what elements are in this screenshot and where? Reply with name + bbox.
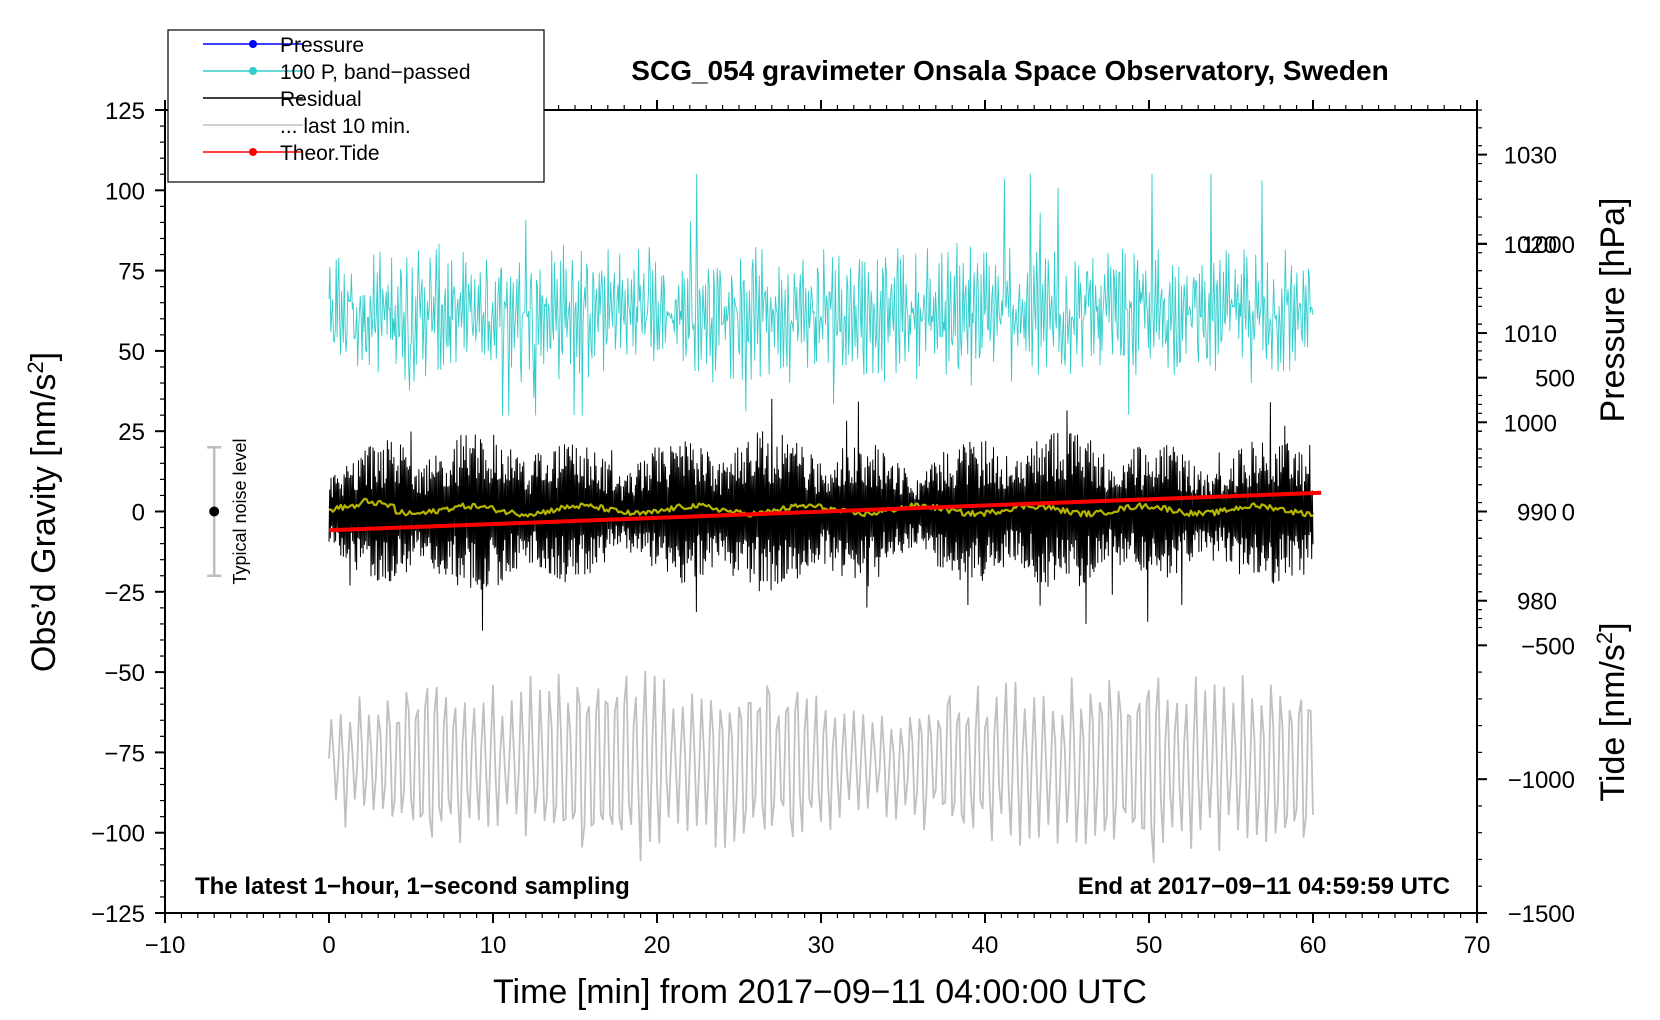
y-pressure-tick-label: 1030 [1504, 143, 1557, 170]
x-tick-label: 30 [808, 932, 835, 959]
y-tide-axis-title: Tide [nm/s2] [1592, 622, 1632, 801]
y-left-axis-title-main: Obs’d Gravity [nm/s [25, 374, 63, 673]
x-tick-label: 50 [1136, 932, 1163, 959]
y-left-tick-label: −125 [91, 901, 145, 928]
legend: Pressure 100 P, band−passed Residual ... la… [167, 29, 545, 183]
x-tick-label: 70 [1464, 932, 1491, 959]
y-left-tick-label: 50 [118, 339, 145, 366]
y-left-tick-label: 125 [105, 98, 145, 125]
legend-marker [249, 67, 257, 75]
chart-title: SCG_054 gravimeter Onsala Space Observat… [631, 55, 1388, 86]
y-left-tick-label: 75 [118, 259, 145, 286]
y-tide-tick-label: −1500 [1508, 901, 1575, 928]
y-tide-tick-label: −500 [1521, 633, 1575, 660]
y-tide-tick-label: 1000 [1522, 232, 1575, 259]
y-tide-axis-title-sup: 2 [1592, 632, 1617, 644]
x-tick-label: −10 [145, 932, 186, 959]
legend-marker [249, 148, 257, 156]
y-pressure-tick-label: 980 [1517, 589, 1557, 616]
y-left-tick-label: 100 [105, 178, 145, 205]
legend-label: Pressure [280, 34, 364, 57]
y-tide-tick-label: −1000 [1508, 767, 1575, 794]
legend-label: ... last 10 min. [280, 115, 411, 138]
series-group [328, 173, 1322, 863]
y-left-axis-title: Obs’d Gravity [nm/s2] [23, 352, 63, 672]
y-pressure-tick-label: 1010 [1504, 321, 1557, 348]
series-last-10-min [328, 670, 1314, 863]
y-left-tick-label: −75 [104, 740, 145, 767]
y-pressure-tick-label: 1020 [1504, 232, 1557, 259]
y-left-tick-label: −100 [91, 821, 145, 848]
minor-ticks [160, 105, 1482, 918]
y-tide-tick-label: 500 [1535, 366, 1575, 393]
series-100-p-band-passed [328, 173, 1314, 416]
legend-label: 100 P, band−passed [280, 61, 471, 84]
y-pressure-tick-label: 1000 [1504, 410, 1557, 437]
y-left-axis-title-sup: 2 [23, 361, 48, 373]
x-tick-label: 40 [972, 932, 999, 959]
y-left-tick-label: 25 [118, 419, 145, 446]
series-theor-tide [328, 490, 1322, 533]
x-tick-label: 60 [1300, 932, 1327, 959]
series-residual-smoothed [329, 497, 1314, 518]
legend-marker [249, 40, 257, 48]
note-sampling: The latest 1−hour, 1−second sampling [195, 873, 630, 900]
y-tide-axis-title-end: ] [1594, 622, 1632, 631]
y-pressure-tick-label: 990 [1517, 500, 1557, 527]
x-tick-label: 10 [480, 932, 507, 959]
y-pressure-axis-title: Pressure [hPa] [1594, 198, 1632, 423]
legend-label: Residual [280, 88, 362, 111]
y-tide-tick-label: 0 [1562, 500, 1575, 527]
y-left-axis-title-end: ] [25, 352, 63, 361]
x-axis-title: Time [min] from 2017−09−11 04:00:00 UTC [493, 973, 1147, 1011]
legend-label: Theor.Tide [280, 142, 380, 165]
note-end-time: End at 2017−09−11 04:59:59 UTC [1078, 873, 1450, 900]
y-left-tick-label: −25 [104, 580, 145, 607]
y-left-tick-label: −50 [104, 660, 145, 687]
y-left-tick-label: 0 [132, 500, 145, 527]
x-tick-label: 0 [322, 932, 335, 959]
series-residual [328, 398, 1314, 631]
y-tide-axis-title-main: Tide [nm/s [1594, 644, 1632, 801]
x-tick-label: 20 [644, 932, 671, 959]
noise-level-indicator [207, 446, 222, 577]
noise-level-label: Typical noise level [230, 438, 250, 584]
